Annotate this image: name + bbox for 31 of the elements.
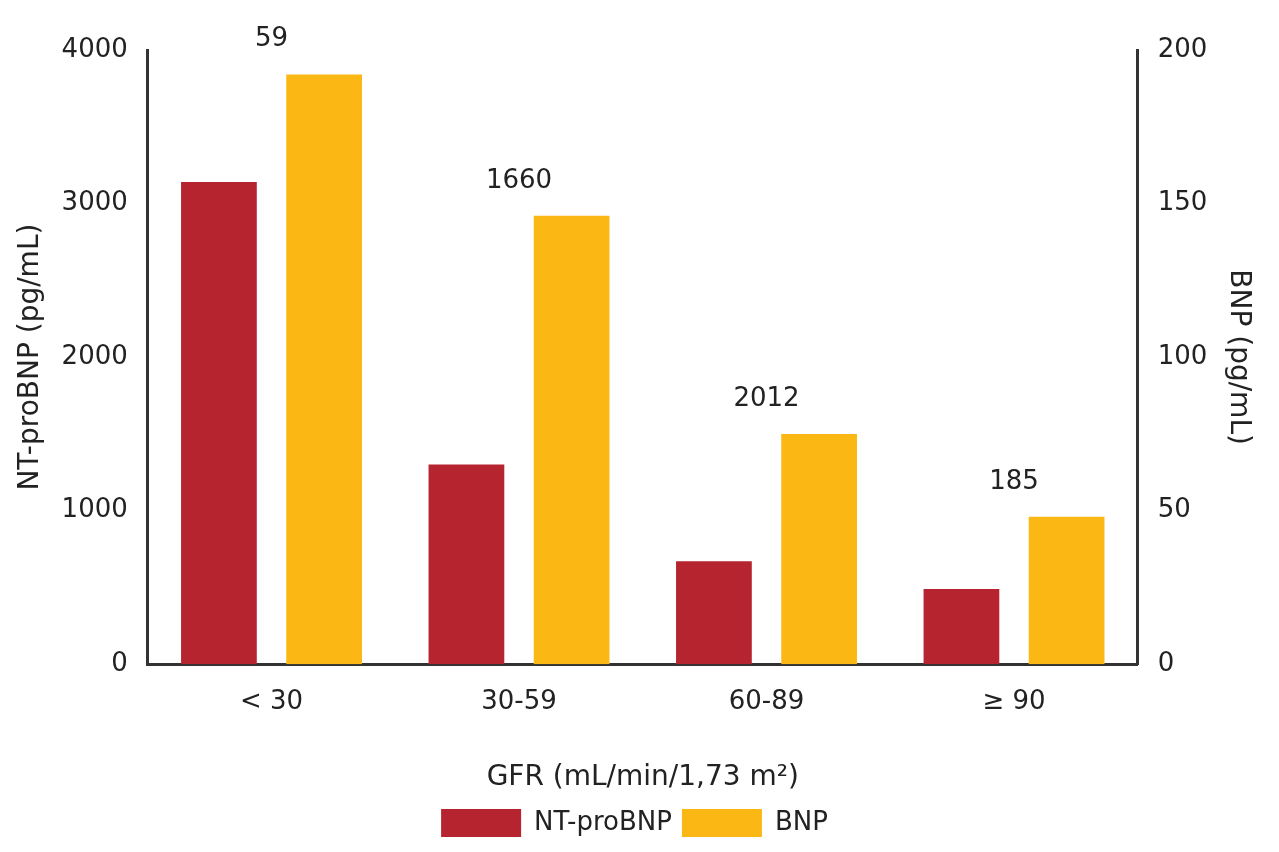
y-tick-label: 3000 [61,186,128,217]
annotation: 59 [254,22,289,53]
bar [428,464,505,665]
y-axis-title: NT-proBNP (pg/mL) [12,223,46,491]
y-tick-label: 4000 [61,32,128,63]
y2-tick-label: 150 [1157,186,1208,217]
y2-tick-label: 200 [1157,32,1208,63]
bar [781,433,857,665]
y-tick-label: 2000 [61,339,128,370]
y2-tick-label: 50 [1157,493,1191,524]
y2-axis-title: BNP (pg/mL) [1223,269,1257,445]
bar [286,74,362,665]
annotation: 1660 [485,163,553,194]
x-tick-label: ≥ 90 [982,684,1046,715]
y-tick-label: 0 [111,646,128,677]
legend-label: BNP [774,805,828,836]
y-tick-label: 1000 [61,493,128,524]
annotation: 185 [989,464,1039,495]
x-tick-label: < 30 [239,684,304,715]
y2-tick-label: 100 [1157,339,1208,370]
annotation: 2012 [733,381,800,412]
bar [533,215,610,665]
bar [923,588,1000,665]
y2-tick-label: 0 [1157,646,1175,677]
x-tick-label: 30-59 [481,684,557,715]
bar [181,182,257,665]
x-tick-label: 60-89 [728,684,805,715]
legend-label: NT-proBNP [534,805,672,836]
bar [1028,516,1105,665]
bar [676,561,752,665]
x-axis-title: GFR (mL/min/1,73 m²) [486,759,799,793]
